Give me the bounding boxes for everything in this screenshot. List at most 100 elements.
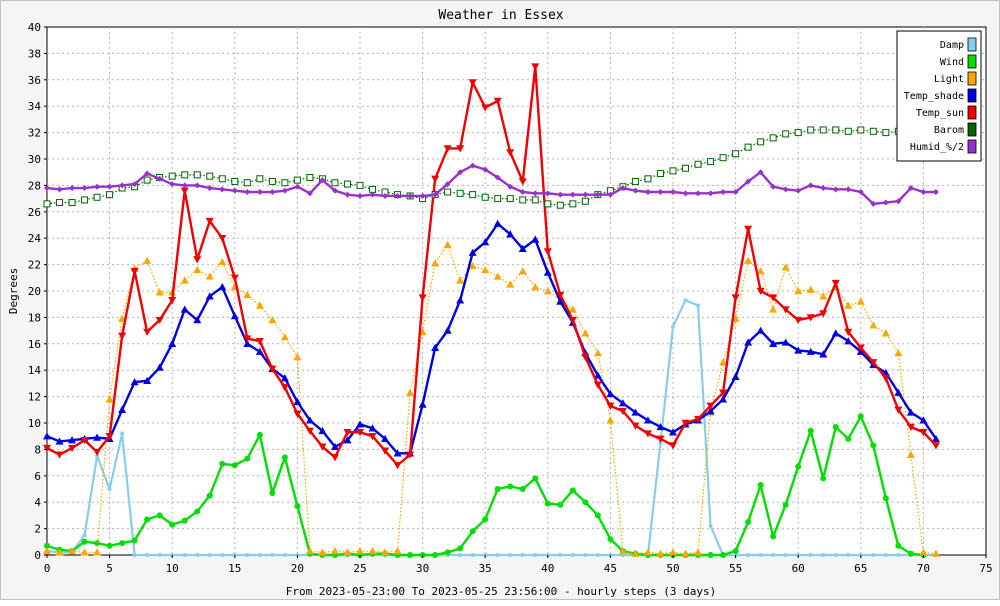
point-light xyxy=(931,549,940,557)
point-temp-sun xyxy=(230,274,239,282)
point-temp-sun xyxy=(93,448,102,457)
point-humid-2 xyxy=(857,189,864,195)
x-tick-label: 10 xyxy=(166,562,179,575)
point-temp-sun xyxy=(906,423,915,431)
point-humid-2 xyxy=(832,186,839,193)
point-damp xyxy=(696,303,701,308)
point-light xyxy=(393,547,402,555)
point-temp-shade xyxy=(55,437,64,445)
point-barom xyxy=(857,126,865,134)
point-barom xyxy=(556,201,564,209)
y-tick-label: 0 xyxy=(34,549,41,562)
point-humid-2 xyxy=(219,186,226,193)
point-temp-shade xyxy=(318,426,327,435)
point-barom xyxy=(519,196,527,204)
point-damp xyxy=(145,553,150,557)
legend-swatch-barom xyxy=(967,122,977,137)
point-light xyxy=(330,547,339,555)
point-light xyxy=(756,267,765,275)
point-temp-sun xyxy=(568,316,577,325)
point-barom xyxy=(469,191,477,199)
point-temp-sun xyxy=(68,444,77,453)
point-temp-sun xyxy=(368,433,377,441)
point-barom xyxy=(531,196,539,204)
point-barom xyxy=(757,138,765,146)
point-wind xyxy=(269,489,276,496)
point-wind xyxy=(119,540,126,547)
point-damp xyxy=(821,553,826,557)
y-tick-label: 2 xyxy=(34,523,41,536)
y-tick-label: 30 xyxy=(28,153,41,166)
point-temp-sun xyxy=(330,454,339,462)
point-barom xyxy=(218,175,226,183)
y-axis-title: Degrees xyxy=(7,268,20,314)
x-axis-title: From 2023-05-23:00 To 2023-05-25 23:56:0… xyxy=(286,585,716,598)
point-temp-shade xyxy=(218,283,227,291)
point-wind xyxy=(131,537,138,544)
x-tick-label: 70 xyxy=(917,562,930,575)
point-barom xyxy=(744,143,752,151)
point-wind xyxy=(469,528,476,535)
point-temp-shade xyxy=(844,337,853,345)
y-tick-label: 4 xyxy=(34,496,41,509)
point-barom xyxy=(869,127,877,135)
point-temp-sun xyxy=(593,381,602,389)
point-temp-sun xyxy=(669,442,677,450)
point-light xyxy=(343,548,352,556)
point-light xyxy=(481,265,490,274)
series-line-barom xyxy=(46,129,911,206)
point-humid-2 xyxy=(757,169,764,176)
point-wind xyxy=(519,486,526,492)
point-temp-shade xyxy=(68,436,77,444)
point-light xyxy=(906,450,915,458)
point-light xyxy=(431,259,440,267)
point-barom xyxy=(819,126,827,134)
point-humid-2 xyxy=(231,187,238,194)
point-light xyxy=(919,548,928,556)
point-temp-shade xyxy=(794,346,803,354)
point-light xyxy=(894,349,903,357)
point-humid-2 xyxy=(131,181,138,188)
point-humid-2 xyxy=(895,198,902,205)
point-damp xyxy=(683,298,688,303)
point-temp-shade xyxy=(831,329,840,337)
point-temp-sun xyxy=(656,435,665,443)
point-barom xyxy=(268,177,276,185)
point-light xyxy=(669,548,677,556)
point-light xyxy=(381,548,390,556)
point-temp-shade xyxy=(543,268,552,276)
point-temp-sun xyxy=(431,175,440,183)
point-temp-shade xyxy=(305,416,314,424)
point-temp-shade xyxy=(531,235,540,243)
point-temp-sun xyxy=(831,279,840,288)
point-wind xyxy=(795,463,802,470)
point-wind xyxy=(732,548,739,555)
point-humid-2 xyxy=(569,191,576,198)
point-temp-shade xyxy=(393,449,402,457)
y-tick-label: 22 xyxy=(28,259,41,272)
point-temp-shade xyxy=(155,363,164,371)
point-light xyxy=(881,329,890,337)
point-wind xyxy=(569,487,576,494)
point-humid-2 xyxy=(682,190,689,197)
y-tick-label: 36 xyxy=(28,74,41,87)
point-wind xyxy=(44,542,50,549)
point-temp-shade xyxy=(343,436,352,444)
point-wind xyxy=(857,413,864,420)
point-temp-sun xyxy=(255,337,264,346)
point-humid-2 xyxy=(782,186,789,193)
point-temp-shade xyxy=(193,316,202,324)
point-temp-sun xyxy=(881,374,890,383)
point-humid-2 xyxy=(432,191,439,198)
point-wind xyxy=(169,521,176,528)
point-humid-2 xyxy=(707,190,714,197)
point-temp-shade xyxy=(781,338,790,346)
point-humid-2 xyxy=(482,166,489,173)
point-temp-sun xyxy=(105,433,114,441)
point-barom xyxy=(631,177,639,185)
point-temp-shade xyxy=(643,416,652,424)
point-light xyxy=(744,256,753,264)
series-line-damp xyxy=(46,299,936,557)
y-tick-label: 14 xyxy=(28,364,42,377)
point-damp xyxy=(808,553,813,557)
